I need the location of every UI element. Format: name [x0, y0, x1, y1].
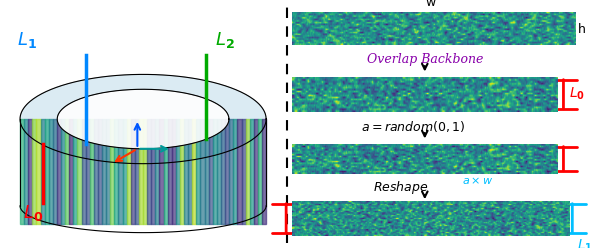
- Bar: [69, 119, 73, 224]
- Text: Overlap Backbone: Overlap Backbone: [366, 53, 483, 66]
- Bar: [217, 119, 221, 224]
- Bar: [163, 119, 168, 224]
- Bar: [123, 119, 127, 224]
- Bar: [45, 119, 49, 224]
- Text: $a \times w$: $a \times w$: [463, 175, 494, 186]
- Bar: [176, 119, 180, 224]
- Bar: [41, 119, 45, 224]
- Text: $\mathbf{\mathit{L}_1}$: $\mathbf{\mathit{L}_1}$: [577, 238, 590, 248]
- Bar: [98, 119, 102, 224]
- Bar: [188, 119, 192, 224]
- Bar: [241, 119, 245, 224]
- Bar: [139, 119, 143, 224]
- Bar: [28, 119, 32, 224]
- Bar: [213, 119, 217, 224]
- Bar: [24, 119, 28, 224]
- Bar: [37, 119, 41, 224]
- Bar: [73, 119, 77, 224]
- Bar: [225, 119, 229, 224]
- Bar: [86, 119, 90, 224]
- Bar: [114, 119, 119, 224]
- Bar: [262, 119, 266, 224]
- Bar: [245, 119, 250, 224]
- Bar: [180, 119, 184, 224]
- Bar: [151, 119, 155, 224]
- Text: w: w: [425, 0, 436, 9]
- Text: $\mathbf{\mathit{L}_0}$: $\mathbf{\mathit{L}_0}$: [569, 86, 585, 102]
- Bar: [237, 119, 241, 224]
- Bar: [119, 119, 123, 224]
- Bar: [90, 119, 94, 224]
- Text: $\mathbf{\mathit{L}_0}$: $\mathbf{\mathit{L}_0}$: [23, 203, 43, 223]
- Bar: [184, 119, 188, 224]
- Text: h: h: [578, 23, 586, 36]
- Bar: [201, 119, 205, 224]
- Bar: [258, 119, 262, 224]
- Bar: [221, 119, 225, 224]
- Bar: [61, 119, 65, 224]
- Bar: [254, 119, 258, 224]
- Bar: [135, 119, 139, 224]
- Text: $\mathbf{\mathit{L}_2}$: $\mathbf{\mathit{L}_2}$: [215, 30, 234, 50]
- Text: $\mathbf{\mathit{L}_1}$: $\mathbf{\mathit{L}_1}$: [17, 30, 37, 50]
- Bar: [53, 119, 57, 224]
- Bar: [94, 119, 98, 224]
- Text: $\it{Reshape}$: $\it{Reshape}$: [373, 179, 429, 196]
- Bar: [209, 119, 213, 224]
- Bar: [147, 119, 151, 224]
- Text: $a = random(0,1)$: $a = random(0,1)$: [360, 119, 466, 134]
- Bar: [155, 119, 159, 224]
- Bar: [102, 119, 106, 224]
- Bar: [168, 119, 172, 224]
- Bar: [233, 119, 237, 224]
- Ellipse shape: [57, 89, 229, 149]
- Bar: [57, 119, 61, 224]
- Bar: [143, 119, 147, 224]
- Bar: [49, 119, 53, 224]
- Bar: [32, 119, 37, 224]
- Bar: [229, 119, 233, 224]
- Bar: [172, 119, 176, 224]
- Bar: [250, 119, 254, 224]
- Bar: [81, 119, 86, 224]
- Bar: [159, 119, 163, 224]
- Bar: [20, 119, 24, 224]
- Bar: [196, 119, 201, 224]
- Bar: [205, 119, 209, 224]
- Ellipse shape: [20, 74, 266, 164]
- Bar: [192, 119, 196, 224]
- Bar: [131, 119, 135, 224]
- Bar: [127, 119, 131, 224]
- Bar: [65, 119, 69, 224]
- Bar: [110, 119, 114, 224]
- Bar: [106, 119, 110, 224]
- Bar: [77, 119, 81, 224]
